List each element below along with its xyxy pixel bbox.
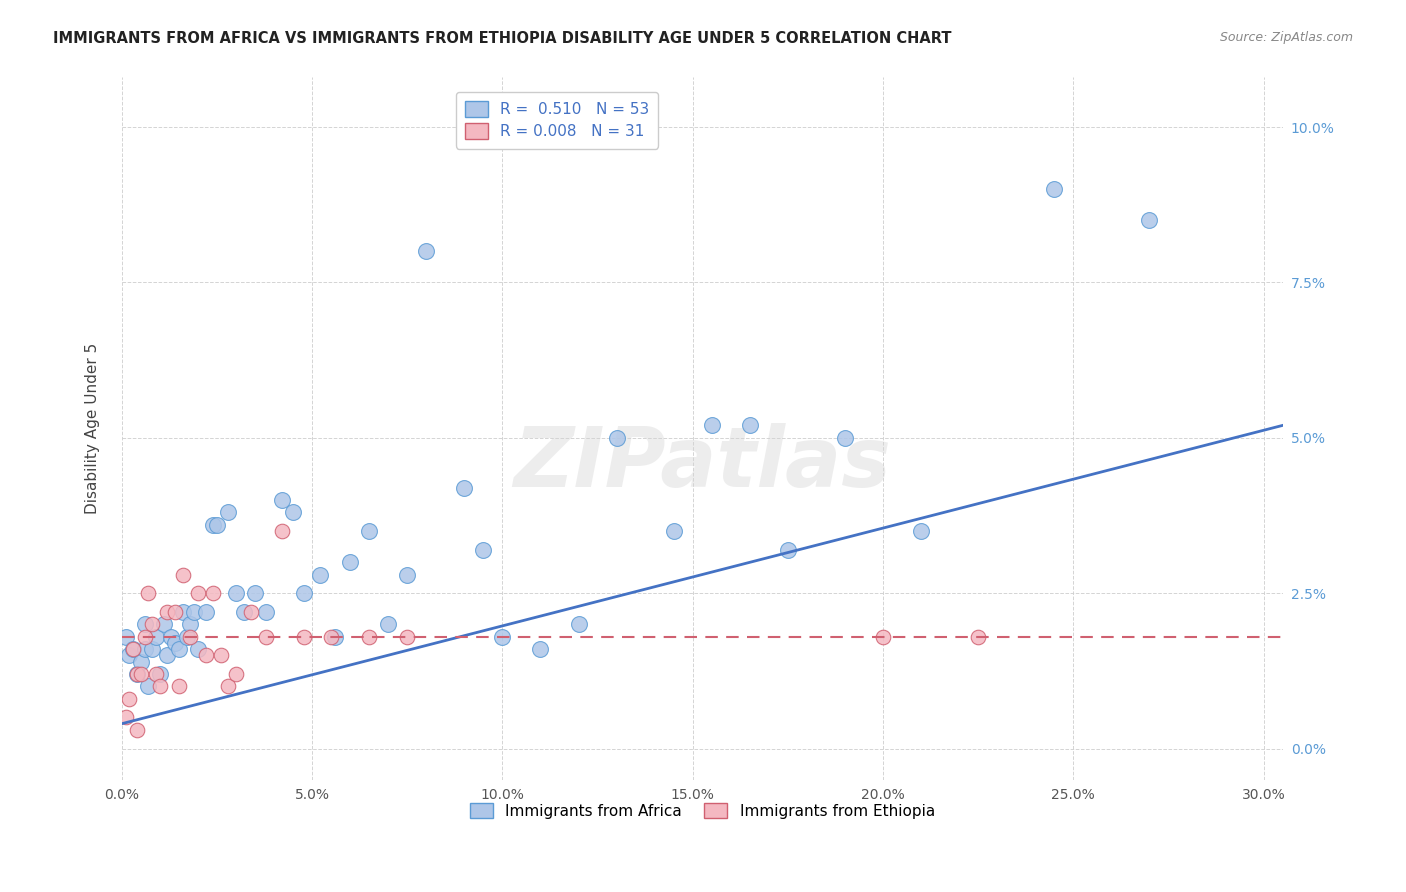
Point	[179, 630, 201, 644]
Point	[1043, 182, 1066, 196]
Point	[167, 680, 190, 694]
Point	[217, 680, 239, 694]
Point	[138, 586, 160, 600]
Point	[202, 586, 225, 600]
Point	[270, 493, 292, 508]
Point	[134, 642, 156, 657]
Legend: Immigrants from Africa, Immigrants from Ethiopia: Immigrants from Africa, Immigrants from …	[464, 797, 941, 824]
Point	[396, 630, 419, 644]
Point	[321, 630, 343, 644]
Point	[129, 655, 152, 669]
Point	[145, 630, 167, 644]
Point	[209, 648, 232, 663]
Point	[256, 605, 278, 619]
Point	[187, 586, 209, 600]
Point	[172, 567, 194, 582]
Point	[149, 667, 172, 681]
Point	[359, 630, 381, 644]
Point	[134, 617, 156, 632]
Point	[149, 680, 172, 694]
Point	[165, 605, 187, 619]
Point	[834, 431, 856, 445]
Point	[270, 524, 292, 538]
Point	[179, 617, 201, 632]
Point	[243, 586, 266, 600]
Point	[165, 636, 187, 650]
Point	[176, 630, 198, 644]
Point	[738, 418, 761, 433]
Point	[125, 723, 148, 737]
Point	[114, 710, 136, 724]
Point	[122, 642, 145, 657]
Point	[141, 617, 163, 632]
Point	[194, 605, 217, 619]
Point	[339, 555, 361, 569]
Point	[160, 630, 183, 644]
Point	[700, 418, 723, 433]
Point	[472, 542, 495, 557]
Point	[122, 642, 145, 657]
Point	[225, 586, 247, 600]
Point	[125, 667, 148, 681]
Text: ZIPatlas: ZIPatlas	[513, 423, 891, 504]
Point	[910, 524, 932, 538]
Point	[145, 667, 167, 681]
Point	[125, 667, 148, 681]
Point	[134, 630, 156, 644]
Point	[872, 630, 894, 644]
Point	[183, 605, 205, 619]
Point	[138, 680, 160, 694]
Point	[294, 586, 316, 600]
Point	[225, 667, 247, 681]
Point	[453, 481, 475, 495]
Point	[967, 630, 990, 644]
Text: IMMIGRANTS FROM AFRICA VS IMMIGRANTS FROM ETHIOPIA DISABILITY AGE UNDER 5 CORREL: IMMIGRANTS FROM AFRICA VS IMMIGRANTS FRO…	[53, 31, 952, 46]
Point	[281, 505, 304, 519]
Point	[167, 642, 190, 657]
Point	[256, 630, 278, 644]
Point	[232, 605, 254, 619]
Point	[359, 524, 381, 538]
Point	[294, 630, 316, 644]
Point	[205, 517, 228, 532]
Point	[1137, 213, 1160, 227]
Point	[152, 617, 174, 632]
Point	[156, 648, 179, 663]
Point	[141, 642, 163, 657]
Point	[491, 630, 513, 644]
Point	[114, 630, 136, 644]
Point	[118, 648, 141, 663]
Point	[129, 667, 152, 681]
Point	[156, 605, 179, 619]
Point	[567, 617, 589, 632]
Point	[396, 567, 419, 582]
Text: Source: ZipAtlas.com: Source: ZipAtlas.com	[1219, 31, 1353, 45]
Point	[118, 691, 141, 706]
Point	[194, 648, 217, 663]
Point	[606, 431, 628, 445]
Point	[776, 542, 799, 557]
Y-axis label: Disability Age Under 5: Disability Age Under 5	[86, 343, 100, 514]
Point	[529, 642, 551, 657]
Point	[187, 642, 209, 657]
Point	[323, 630, 346, 644]
Point	[240, 605, 263, 619]
Point	[172, 605, 194, 619]
Point	[662, 524, 685, 538]
Point	[308, 567, 330, 582]
Point	[415, 244, 437, 259]
Point	[202, 517, 225, 532]
Point	[377, 617, 399, 632]
Point	[217, 505, 239, 519]
